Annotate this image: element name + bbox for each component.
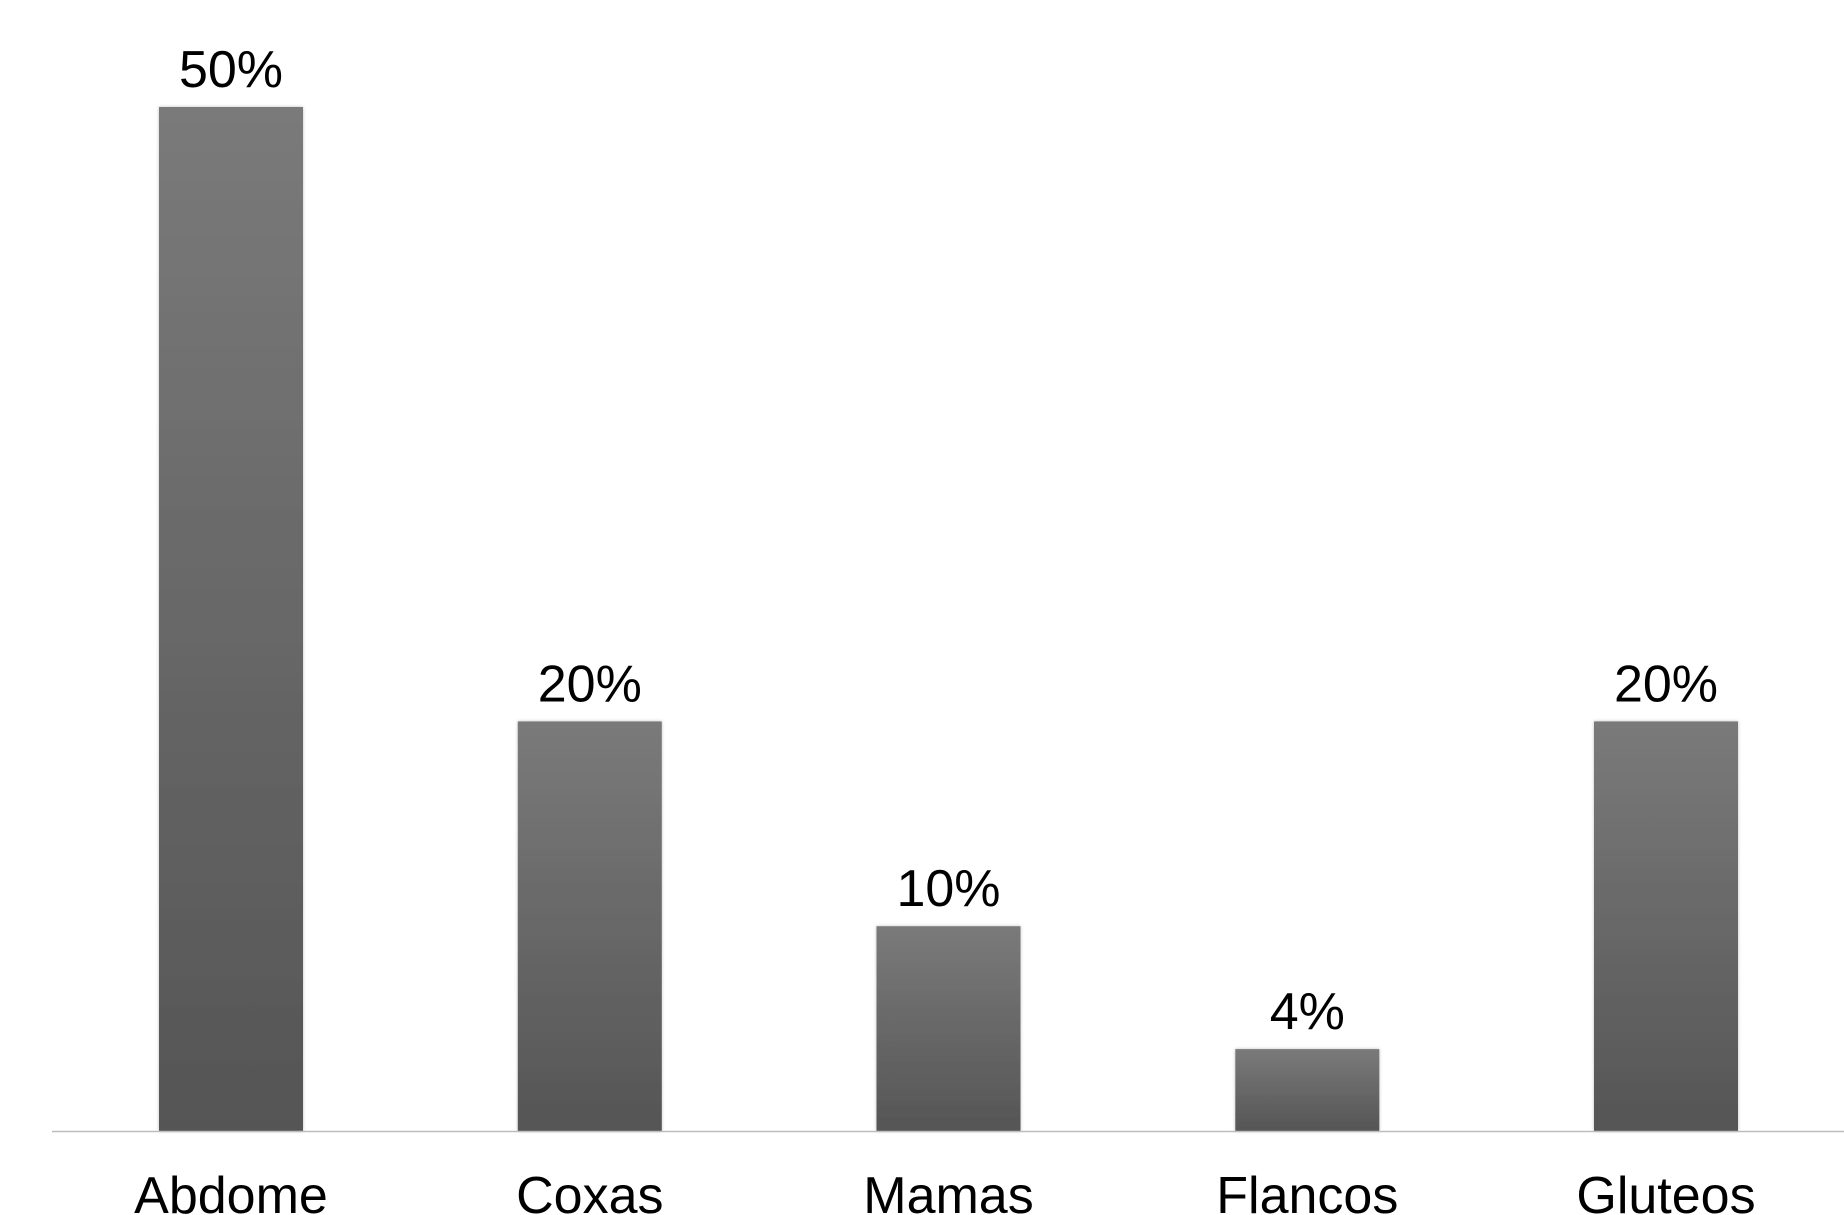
x-tick-labels-group: Abdome Coxas Mamas Flancos Gluteos (134, 1167, 1755, 1215)
bar-gluteos (1594, 721, 1738, 1131)
data-label-flancos: 4% (1270, 983, 1345, 1041)
data-label-coxas: 20% (538, 655, 642, 713)
x-tick-label-gluteos: Gluteos (1576, 1167, 1755, 1215)
data-label-gluteos: 20% (1614, 655, 1718, 713)
bar-flancos (1235, 1049, 1380, 1131)
x-tick-label-coxas: Coxas (516, 1167, 663, 1215)
data-label-mamas: 10% (896, 860, 1000, 918)
bar-coxas (517, 721, 662, 1131)
data-label-abdome: 50% (179, 41, 283, 99)
bar-mamas (876, 926, 1021, 1131)
x-tick-label-mamas: Mamas (863, 1167, 1033, 1215)
bars-group (159, 107, 1738, 1131)
bar-abdome (159, 107, 303, 1131)
data-labels-group: 50% 20% 10% 4% 20% (179, 41, 1718, 1041)
x-tick-label-flancos: Flancos (1216, 1167, 1398, 1215)
x-tick-label-abdome: Abdome (134, 1167, 328, 1215)
